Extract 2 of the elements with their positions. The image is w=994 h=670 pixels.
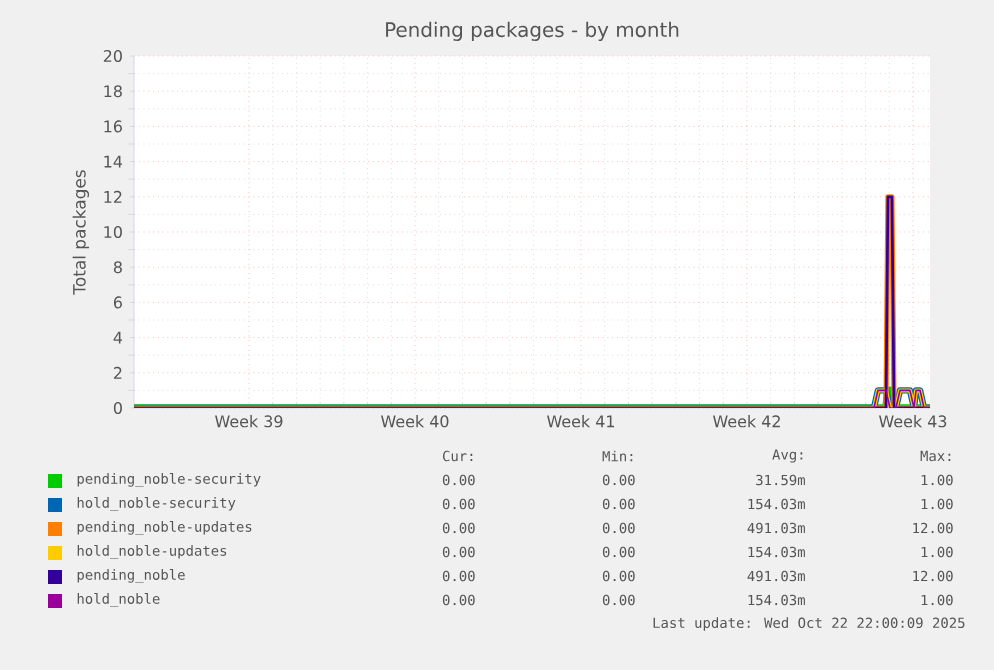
y-axis-title: Total packages [72, 170, 90, 295]
chart-title: Pending packages - by month [386, 21, 679, 42]
